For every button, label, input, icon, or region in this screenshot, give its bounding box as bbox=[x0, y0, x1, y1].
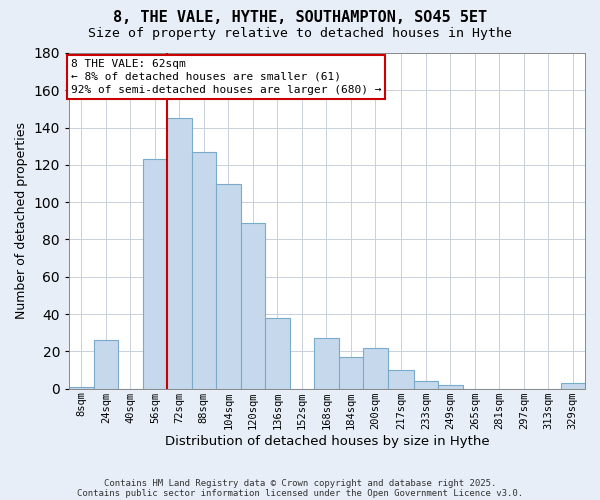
Bar bbox=[241, 222, 265, 388]
Bar bbox=[265, 318, 290, 388]
Text: Contains HM Land Registry data © Crown copyright and database right 2025.: Contains HM Land Registry data © Crown c… bbox=[104, 478, 496, 488]
Bar bbox=[143, 160, 167, 388]
Text: 8 THE VALE: 62sqm
← 8% of detached houses are smaller (61)
92% of semi-detached : 8 THE VALE: 62sqm ← 8% of detached house… bbox=[71, 58, 381, 95]
Text: Contains public sector information licensed under the Open Government Licence v3: Contains public sector information licen… bbox=[77, 488, 523, 498]
Bar bbox=[413, 381, 438, 388]
Bar bbox=[314, 338, 338, 388]
Text: 8, THE VALE, HYTHE, SOUTHAMPTON, SO45 5ET: 8, THE VALE, HYTHE, SOUTHAMPTON, SO45 5E… bbox=[113, 10, 487, 25]
Bar bbox=[69, 387, 94, 388]
Bar bbox=[363, 348, 388, 389]
Bar bbox=[388, 370, 413, 388]
Bar bbox=[338, 357, 363, 388]
Text: Size of property relative to detached houses in Hythe: Size of property relative to detached ho… bbox=[88, 28, 512, 40]
Bar bbox=[167, 118, 191, 388]
Bar bbox=[191, 152, 216, 388]
X-axis label: Distribution of detached houses by size in Hythe: Distribution of detached houses by size … bbox=[165, 434, 490, 448]
Bar bbox=[438, 385, 463, 388]
Bar bbox=[560, 383, 585, 388]
Bar bbox=[216, 184, 241, 388]
Bar bbox=[94, 340, 118, 388]
Y-axis label: Number of detached properties: Number of detached properties bbox=[15, 122, 28, 320]
